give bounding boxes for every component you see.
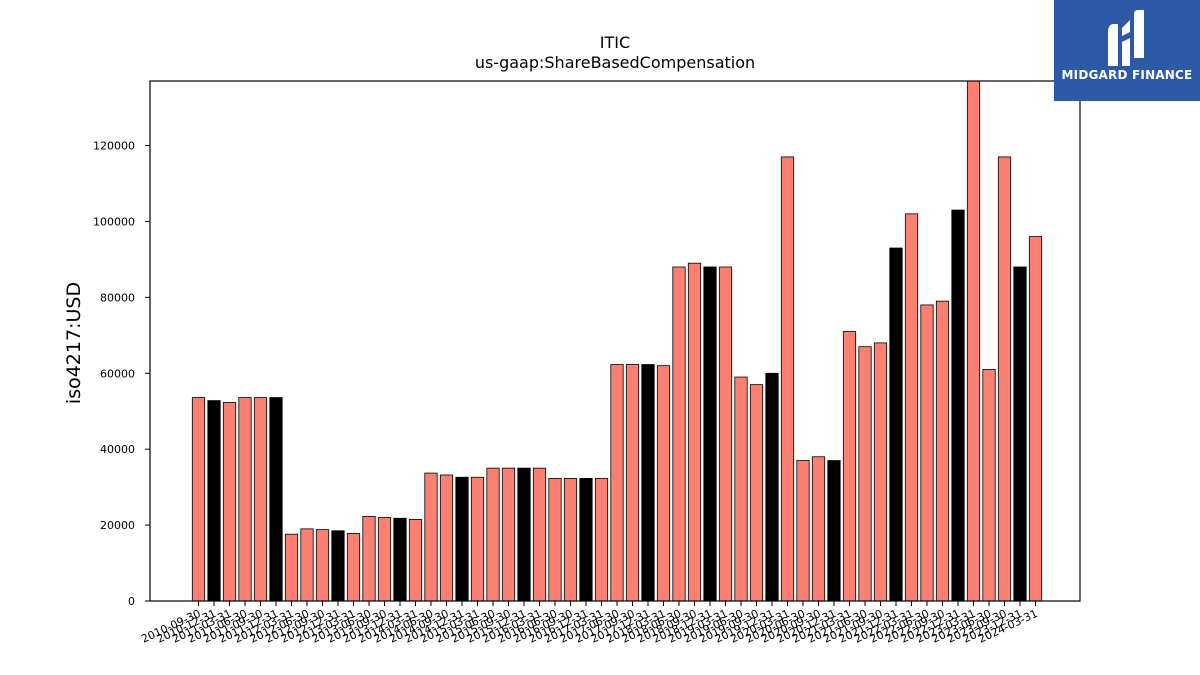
bar-2019-03-31 [718,266,733,602]
bar-2020-09-30 [811,456,826,602]
bar-2013-06-30 [362,515,376,602]
bar-2012-09-30 [315,529,330,602]
bar-2020-06-30 [796,460,810,602]
bar-2023-03-31 [966,80,981,602]
chart-subtitle: us-gaap:ShareBasedCompensation [475,53,755,72]
bar-2010-09-30 [191,397,206,602]
bar-2018-06-30 [672,266,686,602]
bar-2012-12-31 [331,530,345,602]
bar-2014-12-31 [455,476,469,602]
bar-2012-06-30 [300,528,314,602]
bars-group [191,80,1043,602]
bar-2011-06-30 [238,397,252,602]
bar-2018-12-31 [703,266,717,602]
bar-2013-03-31 [346,533,361,602]
bar-2019-06-30 [734,376,748,602]
bar-2023-06-30 [982,369,996,602]
bar-2020-03-31 [780,156,795,602]
midgard-finance-logo: MIDGARD FINANCE [1054,0,1200,101]
bar-2013-12-31 [393,517,407,602]
bar-2010-12-31 [207,400,221,602]
bar-2016-09-30 [563,477,578,602]
bar-2021-06-30 [858,346,872,602]
bar-2017-09-30 [625,364,640,602]
bar-2017-03-31 [594,477,609,602]
plot-frame [149,80,1081,602]
bar-2018-09-30 [687,262,702,602]
bar-2012-03-31 [284,533,299,602]
bar-2019-09-30 [749,384,764,602]
y-tick-label: 100000 [93,215,135,228]
bar-2014-06-30 [424,472,438,602]
y-ticks-group: 0 20000 40000 60000 80000 100000 120000 [93,140,150,608]
bar-2020-12-31 [827,460,841,602]
bar-2021-09-30 [873,342,888,602]
bar-2014-03-31 [408,518,423,602]
bar-2016-03-31 [532,467,547,602]
bar-2016-12-31 [579,477,593,602]
bar-2015-03-31 [470,476,485,602]
chart-title: ITIC [600,33,630,52]
bar-2023-12-31 [1013,266,1027,602]
bar-2021-03-31 [842,331,857,602]
bar-2022-12-31 [951,209,965,602]
bar-2015-12-31 [517,467,531,602]
bar-2022-06-30 [920,304,934,602]
bar-2011-03-31 [222,402,237,602]
bar-2017-06-30 [610,364,624,602]
bar-2019-12-31 [765,372,779,602]
bar-2011-09-30 [253,397,268,602]
bar-2021-12-31 [889,247,903,602]
bar-2013-09-30 [377,517,392,602]
bar-2011-12-31 [269,397,283,602]
midgard-logo-icon [1108,10,1144,66]
x-ticks-group: 2010-09-302010-12-312011-03-312011-06-30… [139,601,1040,646]
bar-2022-03-31 [904,213,919,602]
y-tick-label: 0 [128,595,135,608]
bar-2018-03-31 [656,365,671,602]
logo-text: MIDGARD FINANCE [1061,68,1193,82]
bar-2024-03-31 [1028,236,1043,602]
y-tick-label: 80000 [100,291,135,304]
bar-2015-09-30 [501,467,516,602]
y-tick-label: 60000 [100,367,135,380]
bar-2015-06-30 [486,467,500,602]
y-tick-label: 20000 [100,519,135,532]
bar-2023-09-30 [997,156,1012,602]
y-tick-label: 40000 [100,443,135,456]
y-axis-label: iso4217:USD [63,282,85,404]
bar-2016-06-30 [548,477,562,602]
y-tick-label: 120000 [93,140,135,153]
bar-2022-09-30 [935,300,950,602]
bar-2014-09-30 [439,474,454,602]
bar-2017-12-31 [641,364,655,602]
